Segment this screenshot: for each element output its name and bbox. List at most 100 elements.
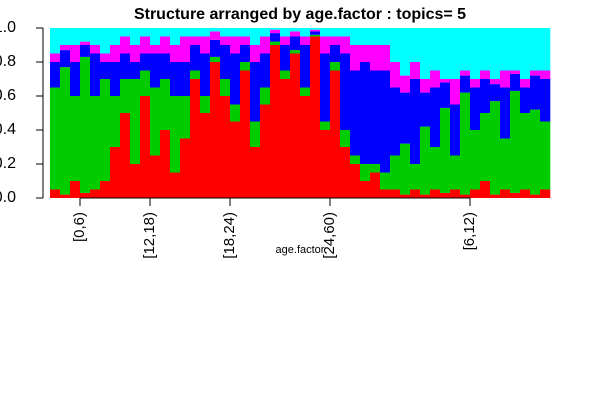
topic-segment	[350, 45, 361, 71]
topic-segment	[250, 121, 261, 147]
topic-segment	[450, 28, 461, 79]
topic-segment	[340, 36, 351, 54]
topic-segment	[410, 62, 421, 79]
topic-segment	[110, 45, 121, 62]
topic-segment	[50, 28, 61, 54]
topic-segment	[140, 53, 151, 71]
topic-segment	[260, 53, 271, 88]
topic-segment	[300, 36, 311, 45]
topic-segment	[90, 189, 101, 198]
topic-segment	[340, 28, 351, 37]
topic-segment	[90, 28, 101, 45]
topic-segment	[470, 130, 481, 190]
topic-segment	[380, 45, 391, 71]
topic-segment	[350, 155, 361, 164]
topic-segment	[530, 70, 541, 76]
topic-segment	[110, 96, 121, 147]
topic-segment	[100, 53, 111, 62]
topic-segment	[460, 92, 471, 195]
topic-segment	[130, 164, 141, 198]
topic-segment	[260, 104, 271, 198]
topic-segment	[420, 28, 431, 79]
topic-segment	[130, 45, 141, 62]
topic-segment	[400, 75, 411, 93]
topic-segment	[270, 33, 281, 42]
topic-segment	[480, 28, 491, 71]
topic-segment	[200, 53, 211, 96]
topic-segment	[100, 62, 111, 79]
topic-segment	[410, 164, 421, 190]
topic-segment	[320, 28, 331, 37]
topic-segment	[240, 62, 251, 71]
topic-segment	[70, 181, 81, 198]
topic-segment	[430, 70, 441, 88]
topic-segment	[400, 194, 411, 198]
topic-segment	[310, 31, 321, 35]
topic-segment	[340, 147, 351, 198]
topic-segment	[330, 28, 341, 37]
topic-segment	[410, 79, 421, 164]
topic-segment	[420, 126, 431, 195]
topic-segment	[530, 75, 541, 110]
topic-segment	[150, 155, 161, 198]
y-tick-label: 0.0	[0, 189, 16, 206]
topic-segment	[450, 189, 461, 198]
topic-segment	[110, 147, 121, 198]
y-tick-label: 0.6	[0, 87, 16, 104]
x-axis-label: age.factor	[276, 244, 325, 256]
topic-segment	[90, 96, 101, 190]
topic-segment	[140, 28, 151, 37]
topic-segment	[210, 62, 221, 198]
topic-segment	[300, 87, 311, 96]
topic-segment	[500, 28, 511, 71]
topic-segment	[300, 96, 311, 198]
topic-segment	[200, 96, 211, 113]
topic-segment	[370, 28, 381, 45]
topic-segment	[290, 53, 301, 198]
topic-segment	[500, 87, 511, 139]
topic-segment	[80, 45, 91, 57]
topic-segment	[350, 70, 361, 156]
topic-segment	[220, 45, 231, 79]
topic-segment	[220, 28, 231, 37]
topic-segment	[320, 130, 331, 198]
topic-segment	[270, 45, 281, 198]
topic-segment	[310, 28, 321, 30]
topic-segment	[80, 56, 91, 193]
topic-segment	[260, 36, 271, 54]
topic-segment	[240, 36, 251, 45]
topic-segment	[310, 29, 321, 32]
topic-segment	[160, 28, 171, 37]
topic-segment	[250, 62, 261, 122]
topic-segment	[180, 96, 191, 139]
topic-segment	[500, 189, 511, 198]
topic-segment	[440, 28, 451, 79]
topic-segment	[180, 62, 191, 96]
topic-segment	[380, 28, 391, 45]
topic-segment	[110, 62, 121, 96]
topic-segment	[330, 70, 341, 198]
topic-segment	[440, 192, 451, 198]
topic-segment	[110, 28, 121, 45]
topic-segment	[440, 107, 451, 193]
topic-segment	[200, 36, 211, 54]
topic-segment	[50, 62, 61, 88]
topic-segment	[340, 130, 351, 147]
y-tick-label: 0.4	[0, 121, 16, 138]
topic-segment	[210, 31, 221, 40]
topic-segment	[160, 36, 171, 54]
topic-segment	[530, 109, 541, 195]
y-tick-label: 0.2	[0, 155, 16, 172]
topic-segment	[180, 138, 191, 198]
topic-segment	[390, 189, 401, 198]
topic-segment	[90, 45, 101, 54]
x-tick-label: [24,60)	[321, 212, 338, 259]
topic-segment	[50, 53, 61, 62]
topic-segment	[400, 92, 411, 144]
topic-segment	[320, 36, 331, 54]
topic-segment	[230, 121, 241, 198]
topic-segment	[440, 79, 451, 83]
topic-segment	[230, 36, 241, 54]
